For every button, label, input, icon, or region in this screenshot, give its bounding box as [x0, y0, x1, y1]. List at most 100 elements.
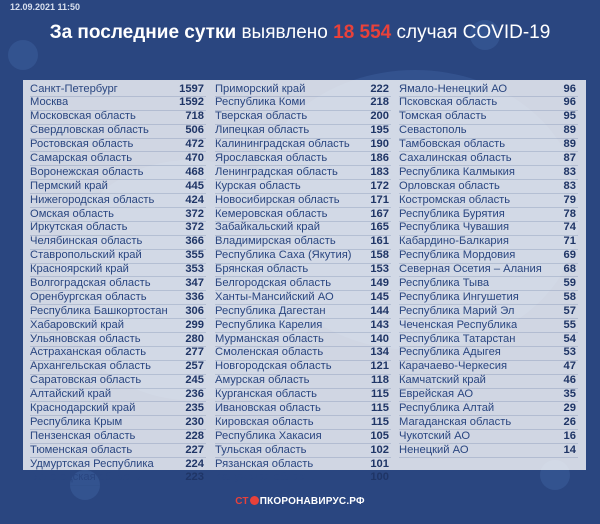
region-name: Республика Тыва: [399, 276, 490, 289]
table-row: Псковская область 96: [399, 96, 578, 111]
table-row: Тверская область 200: [215, 110, 391, 125]
region-name: Красноярский край: [30, 263, 129, 276]
table-row: Кемеровская область 167: [215, 208, 391, 222]
table-row: Нижегородская область 424: [30, 194, 206, 209]
table-row: Владимирская область 161: [215, 235, 391, 250]
headline-part3: случая COVID-19: [396, 22, 551, 43]
region-name: Иркутская область: [30, 221, 128, 234]
table-row: Пермский край 445: [30, 180, 206, 195]
region-name: Еврейская АО: [399, 388, 474, 401]
region-name: Республика Башкортостан: [30, 304, 168, 317]
region-name: Республика Хакасия: [215, 429, 322, 442]
region-name: Республика Бурятия: [399, 207, 505, 220]
regions-table: Санкт-Петербург 1597 Москва 1592 Московская …: [23, 80, 586, 486]
table-row: Омская область 372: [30, 208, 206, 222]
region-name: Ненецкий АО: [399, 443, 469, 456]
region-name: Республика Ингушетия: [399, 290, 519, 303]
table-row: Карачаево-Черкесия 47: [399, 360, 578, 375]
region-name: Самарская область: [30, 151, 133, 164]
case-count: 55: [563, 318, 576, 331]
table-row: Новосибирская область 171: [215, 194, 391, 209]
table-row: Санкт-Петербург 1597: [30, 83, 206, 97]
table-row: Мурманская область 140: [215, 333, 391, 347]
region-name: Московская область: [30, 110, 136, 123]
table-row: Амурская область 118: [215, 374, 391, 389]
stop-icon: [249, 496, 259, 505]
region-name: Республика Калмыкия: [399, 165, 515, 178]
column-2: Приморский край 222 Республика Коми 218 Твер…: [215, 83, 391, 486]
region-name: Калужская область: [215, 471, 316, 484]
table-row: Белгородская область 149: [215, 277, 391, 292]
region-name: Краснодарский край: [30, 401, 136, 414]
table-row: Липецкая область 195: [215, 124, 391, 139]
table-row: Хабаровский край 299: [30, 318, 206, 334]
region-name: Владимирская область: [215, 235, 336, 248]
table-row: Ивановская область 115: [215, 401, 391, 417]
case-count: 46: [563, 374, 576, 387]
case-count: 1592: [179, 96, 204, 109]
region-name: Рязанская область: [215, 457, 314, 470]
case-count: 87: [563, 151, 576, 164]
region-name: Республика Дагестан: [215, 304, 326, 317]
region-name: Курганская область: [215, 388, 317, 401]
case-count: 165: [370, 221, 389, 234]
region-name: Пензенская область: [30, 429, 136, 442]
table-row: Республика Тыва 59: [399, 276, 578, 292]
case-count: 115: [370, 401, 389, 414]
region-name: Воронежская область: [30, 165, 144, 178]
table-row: Орловская область 83: [399, 180, 578, 195]
case-count: 100: [370, 471, 389, 484]
table-row: Ставропольский край 355: [30, 249, 206, 264]
table-row: Кабардино-Балкария 71: [399, 235, 578, 250]
case-count: 277: [185, 346, 204, 359]
table-row: Республика Карелия 143: [215, 319, 391, 334]
table-row: Астраханская область 277: [30, 346, 206, 361]
region-name: Амурская область: [215, 374, 310, 387]
case-count: 355: [185, 249, 204, 262]
case-count: 96: [563, 82, 576, 95]
case-count: 69: [563, 249, 576, 262]
case-count: 230: [185, 415, 204, 428]
case-count: 96: [563, 96, 576, 109]
table-row: Смоленская область 134: [215, 346, 391, 361]
table-row: Чукотский АО 16: [399, 429, 578, 445]
table-row: Еврейская АО 35: [399, 388, 578, 403]
table-row: Саратовская область 245: [30, 374, 206, 389]
case-count: 299: [185, 318, 204, 331]
region-name: Волгоградская область: [30, 276, 151, 289]
case-count: 134: [370, 346, 389, 359]
table-row: Курская область 172: [215, 180, 391, 195]
column-1: Санкт-Петербург 1597 Москва 1592 Московская …: [30, 83, 206, 486]
table-row: Республика Алтай 29: [399, 402, 578, 417]
case-count: 236: [185, 388, 204, 401]
table-row: Кировская область 115: [215, 416, 391, 431]
region-name: Тамбовская область: [399, 138, 506, 151]
table-row: Архангельская область 257: [30, 360, 206, 375]
table-row: Республика Коми 218: [215, 96, 391, 111]
headline-number: 18 554: [333, 22, 392, 43]
table-row: Алтайский край 236: [30, 388, 206, 403]
table-row: Самарская область 470: [30, 151, 206, 167]
region-name: Карачаево-Черкесия: [399, 360, 508, 373]
case-count: 372: [185, 221, 204, 234]
case-count: 506: [185, 124, 204, 137]
case-count: 353: [185, 263, 204, 276]
region-name: Архангельская область: [30, 360, 152, 373]
table-row: Удмуртская Республика 224: [30, 458, 206, 472]
footer-suffix: ПКОРОНАВИРУС.РФ: [259, 496, 365, 507]
case-count: 54: [563, 332, 576, 345]
region-name: Алтайский край: [30, 388, 112, 401]
table-row: Северная Осетия – Алания 68: [399, 263, 578, 278]
table-row: Приморский край 222: [215, 83, 391, 97]
table-row: Республика Бурятия 78: [399, 208, 578, 222]
region-name: Республика Коми: [215, 96, 306, 109]
region-name: Чукотский АО: [399, 429, 471, 442]
case-count: 183: [370, 165, 389, 178]
table-row: Брянская область 153: [215, 263, 391, 278]
table-row: Вологодская область 223: [30, 471, 206, 486]
case-count: 14: [563, 443, 576, 456]
region-name: Москва: [30, 96, 69, 109]
table-row: Костромская область 79: [399, 194, 578, 209]
region-name: Астраханская область: [30, 346, 147, 359]
case-count: 223: [185, 471, 204, 484]
